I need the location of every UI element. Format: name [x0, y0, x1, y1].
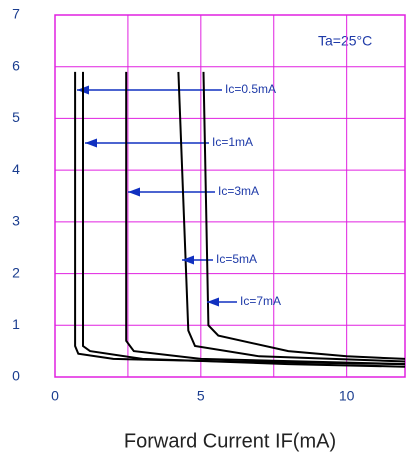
curve	[177, 71, 406, 363]
y-tick-label: 2	[12, 264, 20, 280]
y-tick-label: 1	[12, 316, 20, 332]
curve-label: Ic=7mA	[240, 294, 281, 308]
curve	[125, 71, 406, 366]
curve-label: Ic=0.5mA	[225, 82, 276, 96]
curve	[202, 71, 406, 360]
x-axis-title: Forward Current IF(mA)	[124, 430, 336, 452]
curve	[74, 71, 406, 366]
y-tick-label: 6	[12, 57, 20, 73]
x-tick-label: 10	[339, 388, 355, 404]
y-tick-label: 0	[12, 368, 20, 384]
plot-frame	[54, 14, 406, 378]
condition-label: Ta=25°C	[318, 33, 372, 49]
y-tick-label: 3	[12, 213, 20, 229]
y-tick-label: 7	[12, 6, 20, 22]
y-tick-label: 4	[12, 161, 20, 177]
curve	[82, 71, 406, 368]
curve-label: Ic=5mA	[216, 252, 257, 266]
x-tick-label: 0	[51, 388, 59, 404]
curve-label: Ic=3mA	[218, 184, 259, 198]
y-tick-label: 5	[12, 109, 20, 125]
x-tick-label: 5	[197, 388, 205, 404]
curve-label: Ic=1mA	[212, 135, 253, 149]
